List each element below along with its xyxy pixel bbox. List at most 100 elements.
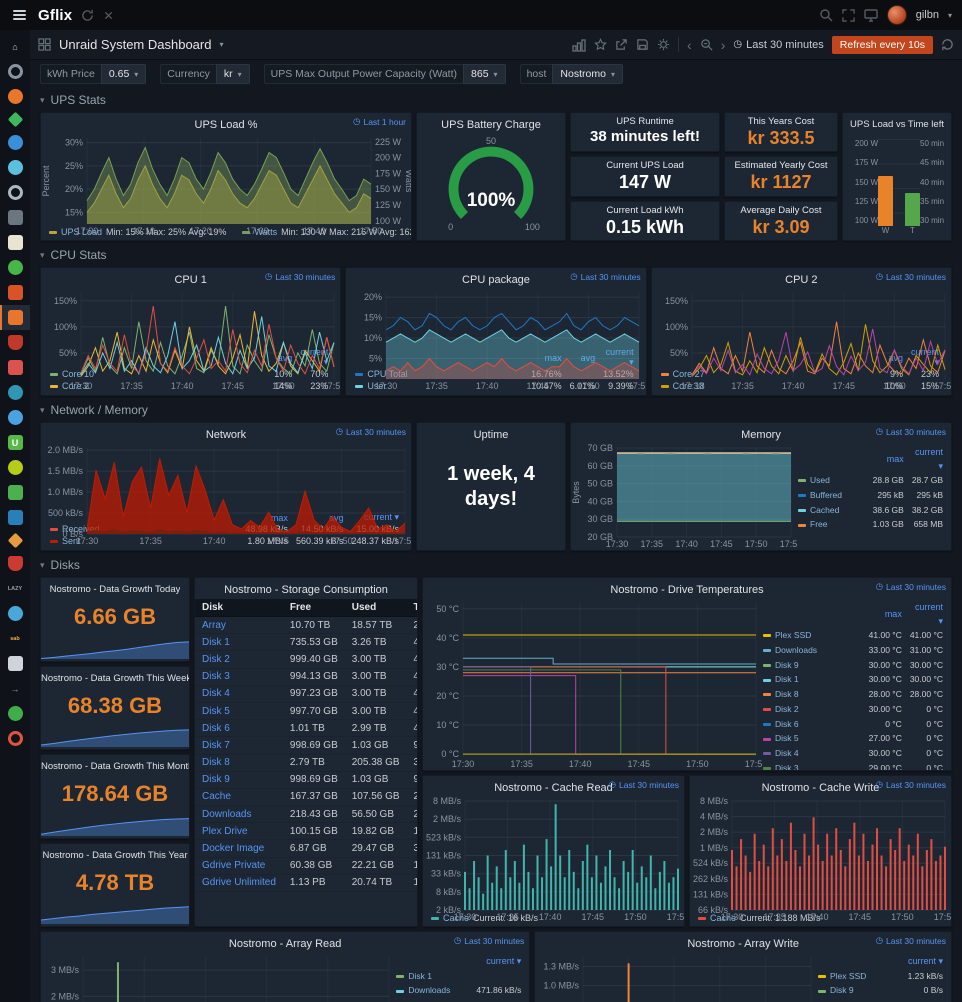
disk-link[interactable]: Disk 8 [195,754,283,772]
sidebar-item-settings-gear[interactable] [0,59,30,84]
row-header-cpu[interactable]: ▾ CPU Stats [40,245,952,265]
panel-title[interactable]: Nostromo - Drive Temperatures [610,583,764,596]
panel-time-range-link[interactable]: ◷ Last 30 minutes [265,271,335,282]
panel-time-range-link[interactable]: ◷ Last 1 hour [353,116,406,127]
disk-link[interactable]: Disk 9 [195,771,283,789]
disk-link[interactable]: Disk 3 [195,668,283,686]
panel-time-range-link[interactable]: ◷ Last 30 minutes [876,581,946,592]
disk-link[interactable]: Disk 4 [195,685,283,703]
panel-title[interactable]: Uptime [473,428,509,441]
disk-link[interactable]: Array [195,616,283,635]
legend-sort-current[interactable]: current ▾ [486,956,522,966]
disk-link[interactable]: Docker Image [195,839,283,858]
sidebar-item-home[interactable]: ⌂ [0,34,30,59]
refresh-icon[interactable] [941,38,954,51]
panel-time-range-link[interactable]: ◷ Last 30 minutes [454,935,524,946]
disk-link[interactable]: Gdrive Unlimited [195,874,283,893]
column-header-used[interactable]: Used [344,599,407,617]
legend-sort-current[interactable]: current ▾ [363,512,399,522]
sidebar-item-app-github[interactable] [0,701,30,726]
disk-link[interactable]: Plex Drive [195,822,283,841]
star-icon[interactable] [594,38,607,51]
panel-time-range-link[interactable]: ◷ Last 30 minutes [609,779,679,790]
cpu2-chart[interactable]: 50% 100% 150% 17:30 17:35 17:40 17:45 17:50 17:5… [652,289,951,391]
sidebar-item-app-unraid[interactable]: U [0,430,30,455]
sidebar-item-app-jar[interactable] [0,230,30,255]
sidebar-item-app-plex[interactable] [0,530,30,551]
column-header-total[interactable]: Total [406,599,417,617]
growth-year-sparkline[interactable] [41,902,189,926]
legend-sort-avg[interactable]: avg [328,512,344,523]
panel-title[interactable]: Nostromo - Data Growth Today [49,584,181,595]
panel-title[interactable]: UPS Load % [194,118,258,131]
legend-sort-current[interactable]: current ▾ [914,447,943,471]
fullscreen-icon[interactable] [842,8,855,22]
sidebar-item-app-fox[interactable] [0,305,30,330]
drive-temperatures-chart[interactable]: 0 °C 10 °C 20 °C 30 °C 40 °C 50 °C 17:30 17:35 1… [423,599,767,770]
legend-item[interactable]: Cache Current: 16 kB/s [431,913,538,923]
panel-title[interactable]: Nostromo - Array Write [687,937,799,950]
panel-time-range-link[interactable]: ◷ Last 30 minutes [876,426,946,437]
legend-item[interactable]: Cache Current: 1.188 MB/s [698,913,821,923]
battery-gauge[interactable]: 0 50 100 100% [417,134,565,240]
legend-sort-current[interactable]: current ▾ [907,956,943,966]
variable-value[interactable]: Nostromo ▾ [552,64,623,84]
cache-write-chart[interactable]: 66 kB/s 131 kB/s 262 kB/s 524 kB/s 1 MB/s 2 M… [690,796,951,922]
legend-sort-avg[interactable]: avg [888,352,903,363]
sidebar-item-app-green[interactable] [0,255,30,280]
row-header-ups[interactable]: ▾ UPS Stats [40,90,952,110]
panel-title[interactable]: CPU 1 [174,273,207,286]
variable-value[interactable]: kr ▾ [215,64,250,84]
growth-month-sparkline[interactable] [41,814,189,838]
legend-sort-avg[interactable]: avg [277,352,293,363]
column-header-disk[interactable]: Disk [195,599,283,617]
growth-week-sparkline[interactable] [41,725,189,749]
sidebar-item-app-cloud[interactable] [0,155,30,180]
legend-sort-max[interactable]: max [886,453,904,464]
panel-time-range-link[interactable]: ◷ Last 30 minutes [876,935,946,946]
disk-link[interactable]: Disk 7 [195,736,283,755]
legend-sort-current[interactable]: current ▾ [605,347,634,367]
panel-title[interactable]: Nostromo - Data Growth This Year [42,849,188,861]
time-range-button[interactable]: ◷ Last 30 minutes [733,39,823,51]
sidebar-item-logout[interactable]: → [0,676,30,701]
ups-load-chart[interactable]: 15% 20% 25% 30% 100 W 125 W 150 W 175 W 200 W 225… [41,134,411,236]
user-name[interactable]: gilbn [915,9,939,21]
panel-title[interactable]: Nostromo - Data Growth This Month [41,761,189,772]
legend-sort-max[interactable]: max [270,512,288,523]
disk-link[interactable]: Disk 5 [195,702,283,721]
share-icon[interactable] [615,38,628,51]
cycle-icon[interactable] [81,9,94,22]
legend-sort-avg[interactable]: avg [580,352,596,363]
panel-title[interactable]: CPU package [462,273,530,286]
dashboard-picker-icon[interactable] [38,38,51,51]
row-header-network-memory[interactable]: ▾ Network / Memory [40,400,952,420]
cpu1-chart[interactable]: 50% 100% 150% 17:30 17:35 17:40 17:45 17:50 17:5… [41,289,340,391]
panel-title[interactable]: Nostromo - Data Growth This Week [41,672,189,684]
row-header-disks[interactable]: ▾ Disks [40,555,952,575]
time-forward-icon[interactable]: › [720,36,726,53]
panel-title[interactable]: CPU 2 [785,273,818,286]
sidebar-item-app-krusader[interactable] [0,280,30,305]
disk-link[interactable]: Downloads [195,805,283,824]
sidebar-item-app-bank[interactable] [0,651,30,676]
variable-ups-capacity[interactable]: UPS Max Output Power Capacity (Watt) 865… [263,64,506,84]
search-icon[interactable] [819,8,833,22]
panel-time-range-link[interactable]: ◷ Last 30 minutes [876,779,946,790]
sidebar-item-app-droplet[interactable] [0,601,30,626]
close-icon[interactable] [103,10,114,21]
sidebar-item-app-orange[interactable] [0,84,30,109]
legend-sort-current[interactable]: current ▾ [914,602,943,626]
legend-sort-current[interactable]: current ▾ [300,347,329,367]
save-icon[interactable] [636,38,649,51]
sidebar-item-app-lazy[interactable]: LAZY [0,576,30,601]
menu-toggle-button[interactable] [10,7,29,23]
dashboard-title[interactable]: Unraid System Dashboard [59,37,212,52]
sidebar-item-app-red-shield[interactable] [0,330,30,355]
settings-icon[interactable] [657,38,670,51]
variable-kwh-price[interactable]: kWh Price 0.65 ▾ [40,64,147,84]
dashboard-caret[interactable]: ▾ [219,40,224,49]
panel-title[interactable]: Memory [741,428,781,441]
